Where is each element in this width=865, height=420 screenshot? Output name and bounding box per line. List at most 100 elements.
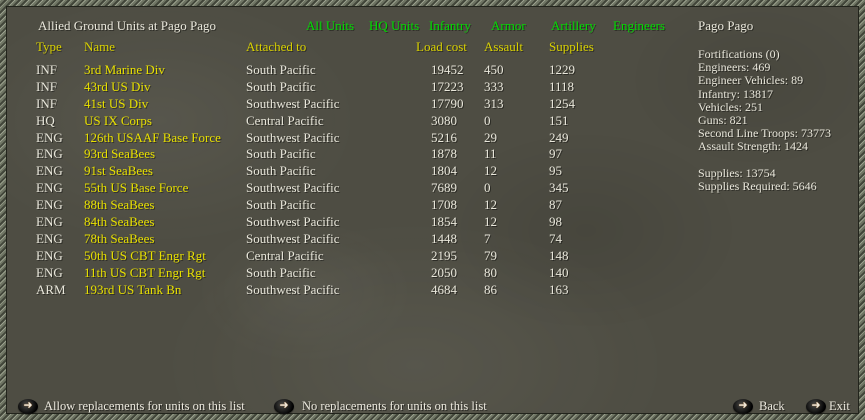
unit-type: ENG xyxy=(36,214,63,230)
unit-supplies: 1229 xyxy=(549,62,575,77)
table-row: ENG 55th US Base Force Southwest Pacific 76… xyxy=(6,180,696,197)
right-arrow-icon: ➜ xyxy=(279,399,289,412)
unit-type: ENG xyxy=(36,163,63,179)
unit-load-cost: 19452 xyxy=(431,62,464,77)
unit-assault: 11 xyxy=(484,146,497,162)
right-arrow-icon: ➜ xyxy=(23,399,33,412)
unit-name-link[interactable]: 91st SeaBees xyxy=(84,163,153,179)
unit-type: INF xyxy=(36,95,57,111)
exit-label[interactable]: Exit xyxy=(829,399,850,413)
base-stat-line: Second Line Troops: 73773 xyxy=(698,126,832,141)
unit-load-cost: 2050 xyxy=(431,264,457,280)
unit-name-link[interactable]: 41st US Div xyxy=(84,95,149,111)
right-arrow-icon: ➜ xyxy=(738,399,748,412)
unit-attached: South Pacific xyxy=(246,62,316,77)
exit-button[interactable]: ➜ xyxy=(806,399,826,414)
no-replacements-button[interactable]: ➜ xyxy=(274,399,294,414)
page-title: Allied Ground Units at Pago Pago xyxy=(38,18,217,33)
bottom-bar: ➜ Allow replacements for units on this li… xyxy=(6,396,865,420)
base-name: Pago Pago xyxy=(698,18,754,33)
allow-replacements-label[interactable]: Allow replacements for units on this lis… xyxy=(44,399,245,413)
unit-assault: 12 xyxy=(484,197,497,213)
unit-load-cost: 7689 xyxy=(431,180,457,196)
unit-name-link[interactable]: 93rd SeaBees xyxy=(84,146,156,162)
unit-attached: South Pacific xyxy=(246,197,316,213)
supply-stats: Supplies: 13754 Supplies Required: 5646 xyxy=(698,165,865,193)
unit-supplies: 249 xyxy=(549,129,569,145)
unit-attached: South Pacific xyxy=(246,146,316,162)
unit-type: ENG xyxy=(36,180,63,196)
unit-type: INF xyxy=(36,78,57,94)
right-arrow-icon: ➜ xyxy=(811,399,821,412)
unit-type: ENG xyxy=(36,230,63,246)
unit-supplies: 74 xyxy=(549,230,562,246)
menu-item-armor[interactable]: Armor xyxy=(491,18,526,33)
supply-stat-line: Supplies: 13754 xyxy=(698,165,776,180)
unit-attached: Southwest Pacific xyxy=(246,180,340,196)
no-replacements-label[interactable]: No replacements for units on this list xyxy=(302,399,487,413)
unit-load-cost: 17223 xyxy=(431,78,464,94)
unit-name-link[interactable]: 78th SeaBees xyxy=(84,230,155,246)
unit-type: HQ xyxy=(36,112,55,128)
table-row: ENG 50th US CBT Engr Rgt Central Pacific 21… xyxy=(6,248,696,265)
column-header-name: Name xyxy=(84,39,116,54)
supply-stat-line: Supplies Required: 5646 xyxy=(698,178,817,193)
menu-item-hq-units[interactable]: HQ Units xyxy=(369,18,420,33)
column-header-load-cost: Load cost xyxy=(416,39,467,54)
unit-attached: South Pacific xyxy=(246,78,316,94)
menu-item-artillery[interactable]: Artillery xyxy=(551,18,596,33)
unit-assault: 12 xyxy=(484,214,497,230)
unit-supplies: 140 xyxy=(549,264,569,280)
unit-attached: Southwest Pacific xyxy=(246,281,340,297)
unit-type: INF xyxy=(36,62,57,77)
unit-name-link[interactable]: 50th US CBT Engr Rgt xyxy=(84,247,206,263)
unit-load-cost: 17790 xyxy=(431,95,464,111)
table-row: ARM 193rd US Tank Bn Southwest Pacific 4684… xyxy=(6,282,696,299)
unit-name-link[interactable]: 55th US Base Force xyxy=(84,180,189,196)
unit-attached: Southwest Pacific xyxy=(246,95,340,111)
base-stat-line: Fortifications (0) xyxy=(698,47,780,61)
menu-item-engineers[interactable]: Engineers xyxy=(613,18,665,33)
unit-name-link[interactable]: US IX Corps xyxy=(84,112,152,128)
back-button[interactable]: ➜ xyxy=(733,399,753,414)
unit-load-cost: 5216 xyxy=(431,129,457,145)
unit-attached: South Pacific xyxy=(246,264,316,280)
unit-name-link[interactable]: 84th SeaBees xyxy=(84,214,155,230)
menu-item-infantry[interactable]: Infantry xyxy=(429,18,471,33)
unit-load-cost: 1804 xyxy=(431,163,457,179)
unit-load-cost: 1854 xyxy=(431,214,457,230)
allow-replacements-button[interactable]: ➜ xyxy=(18,399,38,414)
unit-load-cost: 4684 xyxy=(431,281,457,297)
table-row: INF 3rd Marine Div South Pacific 19452 450 12… xyxy=(6,62,696,79)
menu-item-all-units[interactable]: All Units xyxy=(306,18,355,33)
base-stat-line: Engineer Vehicles: 89 xyxy=(698,73,804,88)
unit-name-link[interactable]: 126th USAAF Base Force xyxy=(84,129,221,145)
unit-name-link[interactable]: 11th US CBT Engr Rgt xyxy=(84,264,206,280)
unit-load-cost: 1708 xyxy=(431,197,457,213)
unit-assault: 29 xyxy=(484,129,497,145)
unit-supplies: 1118 xyxy=(549,78,575,94)
unit-name-link[interactable]: 193rd US Tank Bn xyxy=(84,281,182,297)
base-stat-line: Infantry: 13817 xyxy=(698,86,773,101)
table-row: ENG 88th SeaBees South Pacific 1708 12 87 xyxy=(6,197,696,214)
table-row: ENG 11th US CBT Engr Rgt South Pacific 2050… xyxy=(6,265,696,282)
unit-name-link[interactable]: 43rd US Div xyxy=(84,78,151,94)
unit-attached: Central Pacific xyxy=(246,112,324,128)
unit-assault: 7 xyxy=(484,230,491,246)
table-row: INF 43rd US Div South Pacific 17223 333 1118 xyxy=(6,79,696,96)
unit-supplies: 1254 xyxy=(549,95,575,111)
unit-assault: 0 xyxy=(484,112,491,128)
base-stat-line: Guns: 821 xyxy=(698,113,748,128)
back-label[interactable]: Back xyxy=(759,399,785,413)
unit-attached: South Pacific xyxy=(246,163,316,179)
column-header-attached-to: Attached to xyxy=(246,39,307,54)
unit-name-link[interactable]: 3rd Marine Div xyxy=(84,62,165,77)
table-row: INF 41st US Div Southwest Pacific 17790 313 1… xyxy=(6,96,696,113)
unit-type: ENG xyxy=(36,129,63,145)
table-row: ENG 126th USAAF Base Force Southwest Pacif… xyxy=(6,130,696,147)
unit-attached: Southwest Pacific xyxy=(246,129,340,145)
unit-name-link[interactable]: 88th SeaBees xyxy=(84,197,155,213)
unit-table-body: INF 3rd Marine Div South Pacific 19452 450 12… xyxy=(6,62,696,298)
unit-assault: 79 xyxy=(484,247,497,263)
